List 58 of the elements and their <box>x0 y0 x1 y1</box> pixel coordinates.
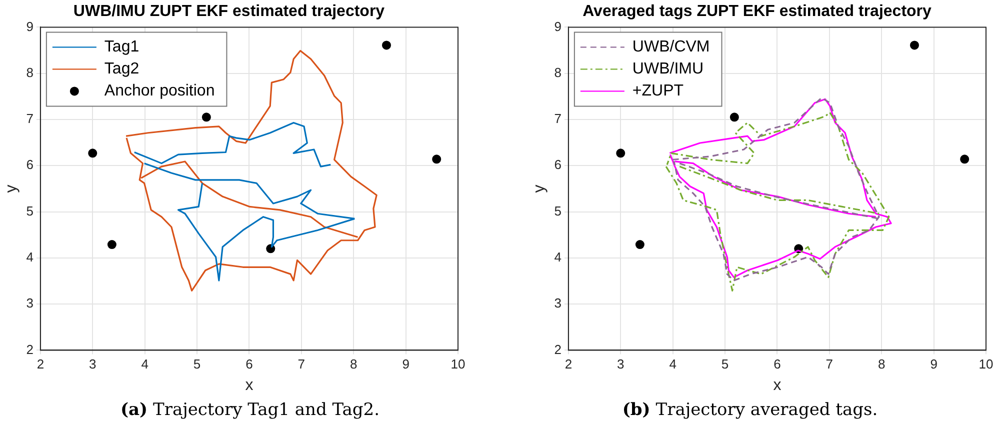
x-tick-label: 4 <box>669 356 676 372</box>
point <box>910 40 919 50</box>
x-tick-label: 10 <box>978 356 994 372</box>
x-tick-label: 7 <box>298 356 306 372</box>
point <box>202 112 211 122</box>
x-tick-label: 9 <box>402 356 410 372</box>
y-tick-label: 4 <box>26 249 34 264</box>
x-tick-label: 6 <box>246 356 253 372</box>
point <box>88 148 98 158</box>
y-tick-label: 7 <box>554 111 562 126</box>
y-tick-label: 5 <box>554 203 562 218</box>
x-axis-title: x <box>773 376 782 394</box>
text: (b) Trajectory averaged tags. <box>621 400 879 420</box>
x-tick-label: 8 <box>878 356 886 372</box>
legend-label: +ZUPT <box>632 82 684 100</box>
legend-label: UWB/IMU <box>632 60 704 78</box>
legend-label: Tag2 <box>104 60 140 78</box>
chart-title: UWB/IMU ZUPT EKF estimated trajectory <box>73 3 385 20</box>
x-tick-label: 5 <box>193 356 201 372</box>
x-tick-label: 7 <box>826 356 834 372</box>
chart-title: Averaged tags ZUPT EKF estimated trajectory <box>582 3 932 20</box>
point <box>635 240 644 250</box>
x-tick-label: 10 <box>450 356 466 372</box>
y-tick-label: 5 <box>26 203 34 218</box>
y-tick-label: 6 <box>554 157 562 172</box>
y-tick-label: 6 <box>26 157 34 172</box>
point <box>107 240 116 250</box>
y-tick-label: 9 <box>26 18 34 34</box>
y-tick-label: 2 <box>554 342 562 357</box>
x-tick-label: 8 <box>350 356 358 372</box>
x-tick-label: 3 <box>89 356 96 372</box>
y-axis-title: y <box>531 184 548 193</box>
y-axis-title: y <box>3 184 20 193</box>
legend-label: UWB/CVM <box>632 38 710 56</box>
y-tick-label: 9 <box>554 18 562 34</box>
legend-label: Tag1 <box>104 38 140 56</box>
y-tick-label: 3 <box>554 296 562 311</box>
y-tick-label: 7 <box>26 111 34 126</box>
x-tick-label: 4 <box>141 356 148 372</box>
x-axis-title: x <box>245 376 254 394</box>
x-tick-label: 9 <box>930 356 938 372</box>
y-tick-label: 3 <box>26 296 34 311</box>
text: (a) Trajectory Tag1 and Tag2. <box>119 400 381 420</box>
y-tick-label: 4 <box>554 249 562 264</box>
y-tick-label: 2 <box>26 342 34 357</box>
point <box>960 154 970 164</box>
x-tick-label: 2 <box>564 356 572 372</box>
point <box>616 148 626 158</box>
legend-label: Anchor position <box>104 82 215 100</box>
point <box>432 154 442 164</box>
x-tick-label: 3 <box>617 356 624 372</box>
x-tick-label: 2 <box>36 356 44 372</box>
y-tick-label: 8 <box>26 64 34 80</box>
y-tick-label: 8 <box>554 64 562 80</box>
point <box>382 40 391 50</box>
point <box>730 112 739 122</box>
x-tick-label: 5 <box>721 356 729 372</box>
x-tick-label: 6 <box>774 356 781 372</box>
